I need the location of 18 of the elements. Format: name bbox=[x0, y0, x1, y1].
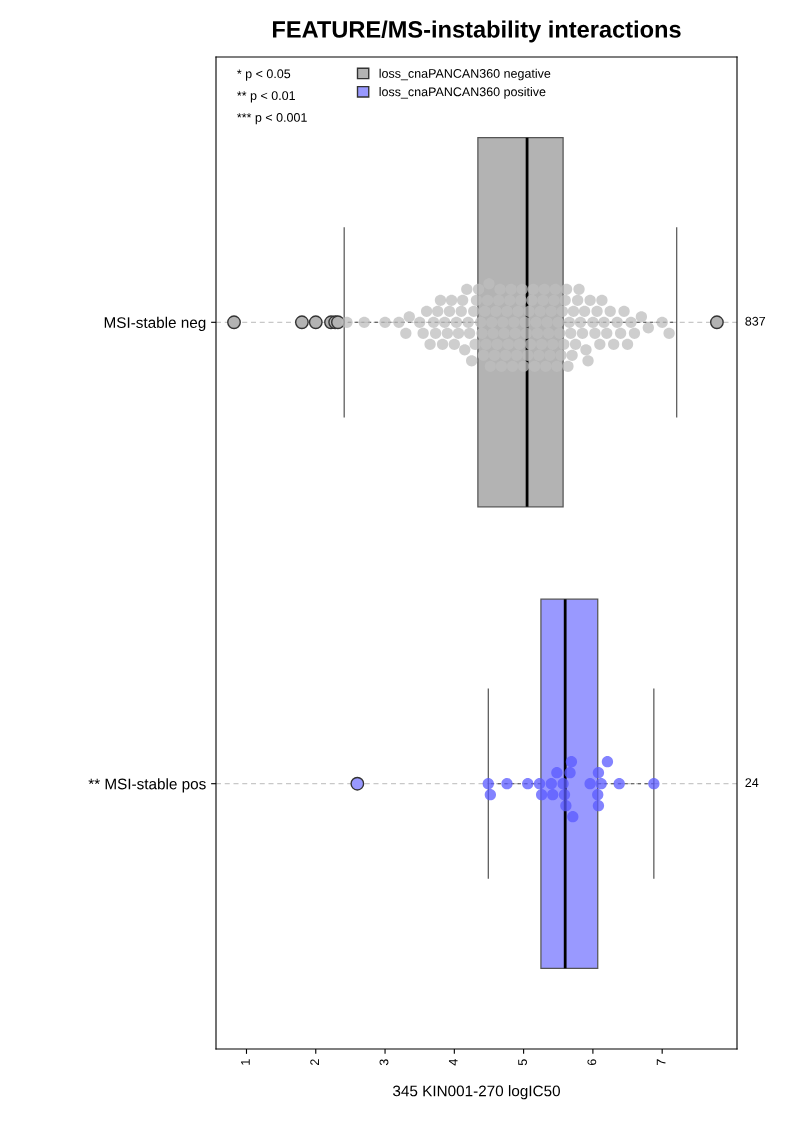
x-tick-label: 3 bbox=[379, 1059, 389, 1066]
y-tick-label: ** MSI-stable pos bbox=[88, 778, 206, 793]
annotation: * p < 0.05 bbox=[237, 69, 291, 81]
x-tick-label: 7 bbox=[656, 1059, 666, 1066]
legend-label: loss_cnaPANCAN360 positive bbox=[379, 87, 546, 99]
x-tick-label: 2 bbox=[310, 1059, 319, 1066]
x-tick-label: 6 bbox=[587, 1059, 597, 1066]
x-tick-label: 5 bbox=[518, 1059, 527, 1066]
y-tick-label: MSI-stable neg bbox=[104, 316, 206, 332]
text: 837 bbox=[745, 316, 766, 326]
x-axis-title: 345 KIN001-270 logIC50 bbox=[393, 1085, 560, 1100]
legend-label: loss_cnaPANCAN360 negative bbox=[379, 68, 551, 81]
x-tick-label: 4 bbox=[448, 1059, 458, 1066]
chart-title: FEATURE/MS-instability interactions bbox=[273, 20, 681, 43]
text: 24 bbox=[745, 778, 759, 787]
annotation: *** p < 0.001 bbox=[237, 113, 307, 125]
annotation: ** p < 0.01 bbox=[237, 91, 295, 103]
x-tick-label: 1 bbox=[241, 1059, 250, 1065]
